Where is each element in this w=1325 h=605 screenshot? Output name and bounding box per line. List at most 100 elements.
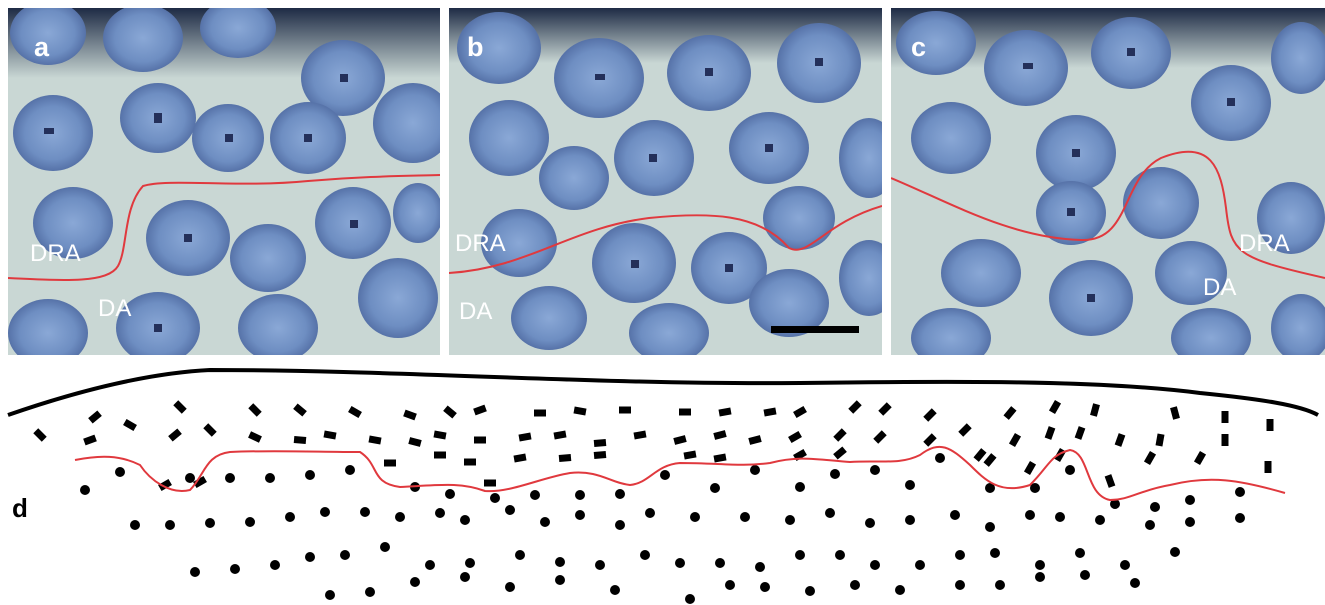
- dra-ommatidium-mark: [473, 404, 487, 416]
- dra-ommatidium-mark: [553, 430, 567, 440]
- dra-ommatidium-mark: [873, 430, 887, 444]
- da-ommatidium-dot: [505, 582, 515, 592]
- da-ommatidium-dot: [1185, 495, 1195, 505]
- micrograph-panel-b: b DRA DA: [449, 8, 882, 355]
- da-ommatidium-dot: [130, 520, 140, 530]
- dra-ommatidium-mark: [748, 435, 762, 445]
- da-ommatidium-dot: [325, 590, 335, 600]
- da-ommatidium-dot: [660, 470, 670, 480]
- dra-ommatidium-mark: [833, 446, 847, 460]
- da-ommatidium-dot: [805, 586, 815, 596]
- da-ommatidium-dot: [365, 587, 375, 597]
- da-ommatidium-dot: [205, 518, 215, 528]
- micrograph-b-image: [449, 8, 882, 355]
- da-ommatidium-dot: [615, 489, 625, 499]
- da-ommatidium-dot: [340, 550, 350, 560]
- da-ommatidium-dot: [760, 582, 770, 592]
- da-ommatidium-dot: [1110, 499, 1120, 509]
- da-ommatidium-dot: [955, 580, 965, 590]
- da-ommatidium-dot: [725, 580, 735, 590]
- dra-ommatidium-mark: [1104, 474, 1116, 488]
- da-ommatidium-dot: [795, 482, 805, 492]
- micrograph-c-image: [891, 8, 1325, 355]
- micrograph-panel-a: a DRA DA: [8, 8, 440, 355]
- schematic-d: [7, 367, 1319, 604]
- dra-ommatidium-mark: [1044, 426, 1056, 440]
- dra-ommatidium-mark: [168, 428, 182, 442]
- da-ommatidium-dot: [830, 469, 840, 479]
- micrograph-a-image: [8, 8, 440, 355]
- da-ommatidium-dot: [1055, 512, 1065, 522]
- da-ommatidium-dot: [505, 505, 515, 515]
- da-ommatidium-dot: [985, 483, 995, 493]
- dra-ommatidium-mark: [1023, 461, 1037, 475]
- da-ommatidium-dot: [540, 517, 550, 527]
- dra-ommatidium-mark: [403, 409, 417, 421]
- panel-label-c: c: [911, 32, 927, 62]
- da-ommatidium-dot: [935, 453, 945, 463]
- dra-ommatidium-mark: [443, 405, 457, 419]
- dra-ommatidium-mark: [248, 403, 262, 417]
- dra-ommatidium-mark: [593, 438, 607, 448]
- panel-label-b: b: [467, 32, 484, 62]
- dra-ommatidium-mark: [1264, 461, 1272, 473]
- panel-label-a: a: [34, 32, 50, 62]
- da-ommatidium-dot: [785, 515, 795, 525]
- dra-ommatidium-mark: [713, 430, 727, 440]
- dra-ommatidium-mark: [593, 450, 607, 460]
- da-ommatidium-dot: [425, 560, 435, 570]
- da-ommatidia-dots: [80, 453, 1245, 604]
- da-ommatidium-dot: [1120, 560, 1130, 570]
- da-ommatidium-dot: [1235, 487, 1245, 497]
- da-ommatidium-dot: [1075, 548, 1085, 558]
- da-ommatidium-dot: [640, 550, 650, 560]
- dra-ommatidium-mark: [88, 410, 102, 424]
- da-ommatidium-dot: [610, 585, 620, 595]
- dra-ommatidium-mark: [1053, 448, 1067, 462]
- dra-ommatidium-mark: [293, 435, 307, 445]
- da-ommatidium-dot: [1025, 510, 1035, 520]
- dra-ommatidium-mark: [433, 430, 447, 440]
- da-ommatidium-dot: [460, 515, 470, 525]
- da-ommatidium-dot: [905, 480, 915, 490]
- da-ommatidium-dot: [360, 507, 370, 517]
- da-ommatidium-dot: [345, 465, 355, 475]
- da-ommatidium-dot: [490, 493, 500, 503]
- dra-ommatidium-mark: [1090, 403, 1100, 417]
- da-ommatidium-dot: [995, 580, 1005, 590]
- da-ommatidium-dot: [1035, 560, 1045, 570]
- dra-label-c: DRA: [1239, 230, 1290, 257]
- da-ommatidium-dot: [245, 517, 255, 527]
- panel-label-d: d: [12, 493, 28, 523]
- da-ommatidium-dot: [1130, 578, 1140, 588]
- dra-ommatidium-mark: [558, 453, 572, 463]
- da-ommatidium-dot: [555, 557, 565, 567]
- dra-ommatidium-mark: [633, 430, 647, 440]
- da-ommatidium-dot: [690, 512, 700, 522]
- da-ommatidium-dot: [1065, 465, 1075, 475]
- boundary-line: [74, 445, 1286, 502]
- da-ommatidium-dot: [515, 550, 525, 560]
- da-ommatidium-dot: [685, 594, 695, 604]
- dra-ommatidium-mark: [384, 459, 396, 467]
- dra-label-b: DRA: [455, 230, 506, 257]
- da-ommatidium-dot: [445, 489, 455, 499]
- dra-ommatidium-mark: [958, 423, 972, 437]
- da-ommatidium-dot: [750, 465, 760, 475]
- da-ommatidium-dot: [950, 510, 960, 520]
- da-ommatidium-dot: [615, 520, 625, 530]
- da-ommatidium-dot: [530, 490, 540, 500]
- dra-ommatidium-mark: [763, 407, 777, 417]
- da-ommatidium-dot: [795, 550, 805, 560]
- dra-ommatidium-mark: [793, 405, 807, 419]
- micrograph-panel-c: c DRA DA: [891, 8, 1325, 355]
- da-ommatidium-dot: [410, 577, 420, 587]
- dra-ommatidium-mark: [1221, 411, 1229, 423]
- dra-ommatidium-mark: [1170, 406, 1180, 420]
- da-ommatidium-dot: [895, 585, 905, 595]
- da-ommatidium-dot: [1035, 572, 1045, 582]
- dra-ommatidium-mark: [248, 431, 262, 443]
- da-label-c: DA: [1203, 274, 1237, 301]
- dra-ommatidium-mark: [1266, 419, 1274, 431]
- dra-ommatidium-mark: [983, 453, 997, 467]
